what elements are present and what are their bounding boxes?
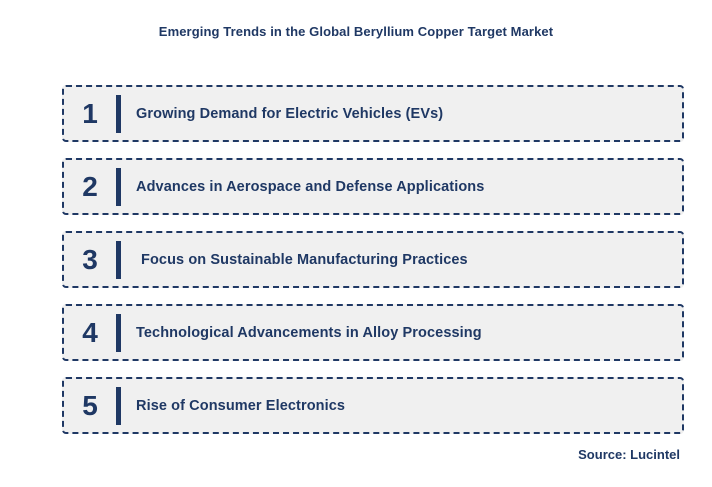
trend-number: 5 bbox=[82, 389, 98, 421]
trend-number: 4 bbox=[82, 316, 98, 348]
trend-number: 2 bbox=[82, 170, 98, 202]
source-credit: Source: Lucintel bbox=[578, 447, 680, 462]
divider-bar bbox=[116, 94, 121, 133]
trend-number: 3 bbox=[82, 243, 98, 275]
trend-item-5: 5 Rise of Consumer Electronics bbox=[62, 377, 684, 434]
trend-item-2: 2 Advances in Aerospace and Defense Appl… bbox=[62, 158, 684, 215]
trend-item-1: 1 Growing Demand for Electric Vehicles (… bbox=[62, 85, 684, 142]
divider-bar bbox=[116, 313, 121, 352]
trend-number: 1 bbox=[82, 97, 98, 129]
trend-label: Focus on Sustainable Manufacturing Pract… bbox=[141, 251, 468, 268]
page-title: Emerging Trends in the Global Beryllium … bbox=[158, 24, 554, 39]
trend-label: Advances in Aerospace and Defense Applic… bbox=[136, 178, 485, 195]
trend-label: Technological Advancements in Alloy Proc… bbox=[136, 324, 482, 341]
divider-bar bbox=[116, 167, 121, 206]
trend-item-3: 3 Focus on Sustainable Manufacturing Pra… bbox=[62, 231, 684, 288]
trend-label: Rise of Consumer Electronics bbox=[136, 397, 346, 414]
trend-item-4: 4 Technological Advancements in Alloy Pr… bbox=[62, 304, 684, 361]
divider-bar bbox=[116, 386, 121, 425]
trend-label: Growing Demand for Electric Vehicles (EV… bbox=[136, 105, 444, 122]
trend-list: 1 Growing Demand for Electric Vehicles (… bbox=[62, 85, 684, 450]
divider-bar bbox=[116, 240, 121, 279]
